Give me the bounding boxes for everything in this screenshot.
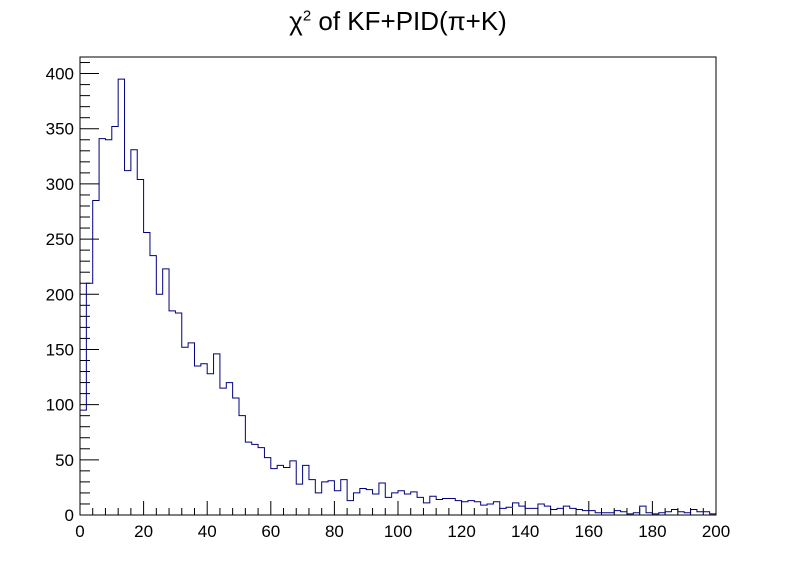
histogram-line xyxy=(79,78,717,515)
x-tick-label: 20 xyxy=(134,522,153,541)
y-tick-label: 400 xyxy=(46,65,74,84)
y-tick-label: 0 xyxy=(65,506,74,525)
x-tick-label: 140 xyxy=(511,522,539,541)
y-axis-tick-labels: 0 50 100 150 200 250 300 350 400 xyxy=(46,65,74,525)
x-axis-tick-labels: 0 20 40 60 80 100 120 140 160 180 200 xyxy=(75,522,730,541)
y-tick-label: 300 xyxy=(46,175,74,194)
plot-frame xyxy=(79,56,717,516)
x-tick-label: 120 xyxy=(447,522,475,541)
y-tick-label: 250 xyxy=(46,230,74,249)
chart-title: χ2 of KF+PID(π+K) xyxy=(289,6,507,36)
y-tick-label: 50 xyxy=(55,451,74,470)
x-tick-label: 100 xyxy=(384,522,412,541)
x-tick-label: 160 xyxy=(575,522,603,541)
y-tick-label: 100 xyxy=(46,396,74,415)
x-tick-label: 40 xyxy=(198,522,217,541)
y-tick-label: 350 xyxy=(46,120,74,139)
x-tick-label: 180 xyxy=(638,522,666,541)
y-tick-label: 200 xyxy=(46,285,74,304)
x-tick-label: 0 xyxy=(75,522,84,541)
x-tick-label: 60 xyxy=(261,522,280,541)
x-tick-label: 200 xyxy=(702,522,730,541)
y-tick-label: 150 xyxy=(46,340,74,359)
axis-ticks xyxy=(79,62,717,516)
x-tick-label: 80 xyxy=(325,522,344,541)
